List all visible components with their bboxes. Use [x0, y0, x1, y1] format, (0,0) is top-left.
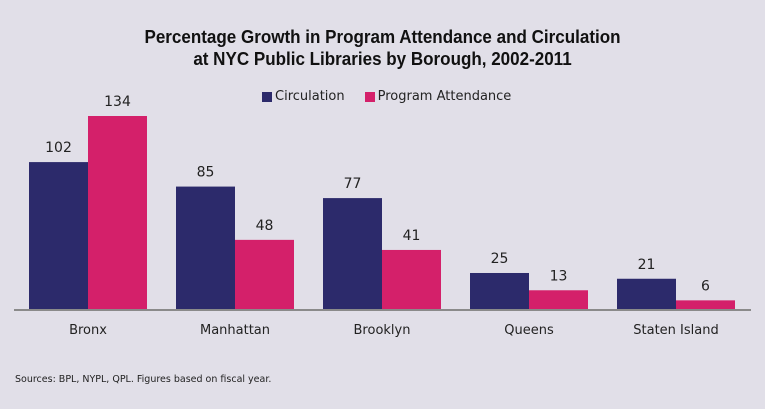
value-labels-group: 102 134 85 48 77 41 25 13 21 6 — [45, 94, 710, 294]
legend-label-program-attendance: Program Attendance — [377, 89, 512, 104]
category-label-bronx: Bronx — [69, 323, 107, 338]
legend-label-circulation: Circulation — [275, 89, 345, 104]
bar-staten-island-program-attendance — [676, 300, 735, 309]
chart-title-line-1: Percentage Growth in Program Attendance … — [144, 26, 621, 47]
bar-manhattan-program-attendance — [235, 239, 294, 309]
value-label-manhattan-program-attendance: 48 — [256, 218, 274, 234]
category-label-staten-island: Staten Island — [633, 323, 718, 338]
legend-item-program-attendance: Program Attendance — [364, 89, 512, 104]
value-label-brooklyn-program-attendance: 41 — [403, 228, 421, 244]
bar-bronx-program-attendance — [88, 116, 147, 309]
legend-item-circulation: Circulation — [262, 89, 345, 104]
value-label-bronx-program-attendance: 134 — [104, 94, 131, 110]
legend-swatch-circulation — [262, 91, 272, 102]
value-label-queens-circulation: 25 — [491, 251, 509, 267]
bars-group — [29, 116, 735, 309]
bar-queens-circulation — [470, 272, 529, 309]
chart-legend: Circulation Program Attendance — [262, 89, 531, 104]
bar-staten-island-circulation — [617, 278, 676, 309]
bar-queens-program-attendance — [529, 290, 588, 309]
value-label-staten-island-program-attendance: 6 — [701, 278, 710, 294]
value-label-queens-program-attendance: 13 — [550, 268, 568, 284]
chart-title: Percentage Growth in Program Attendance … — [31, 26, 735, 70]
source-note: Sources: BPL, NYPL, QPL. Figures based o… — [15, 374, 272, 385]
value-label-brooklyn-circulation: 77 — [344, 176, 362, 192]
bar-brooklyn-circulation — [323, 198, 382, 309]
value-label-bronx-circulation: 102 — [45, 140, 72, 156]
chart-title-line-2: at NYC Public Libraries by Borough, 2002… — [193, 48, 572, 69]
category-label-manhattan: Manhattan — [200, 323, 270, 338]
value-label-staten-island-circulation: 21 — [638, 257, 656, 273]
bar-bronx-circulation — [29, 162, 88, 309]
value-label-manhattan-circulation: 85 — [197, 165, 215, 181]
legend-swatch-program-attendance — [364, 91, 375, 102]
category-label-queens: Queens — [504, 323, 554, 338]
bar-brooklyn-program-attendance — [382, 249, 441, 309]
category-label-brooklyn: Brooklyn — [354, 323, 411, 338]
bar-manhattan-circulation — [176, 186, 235, 309]
category-labels-group: Bronx Manhattan Brooklyn Queens Staten Islan… — [69, 323, 719, 338]
